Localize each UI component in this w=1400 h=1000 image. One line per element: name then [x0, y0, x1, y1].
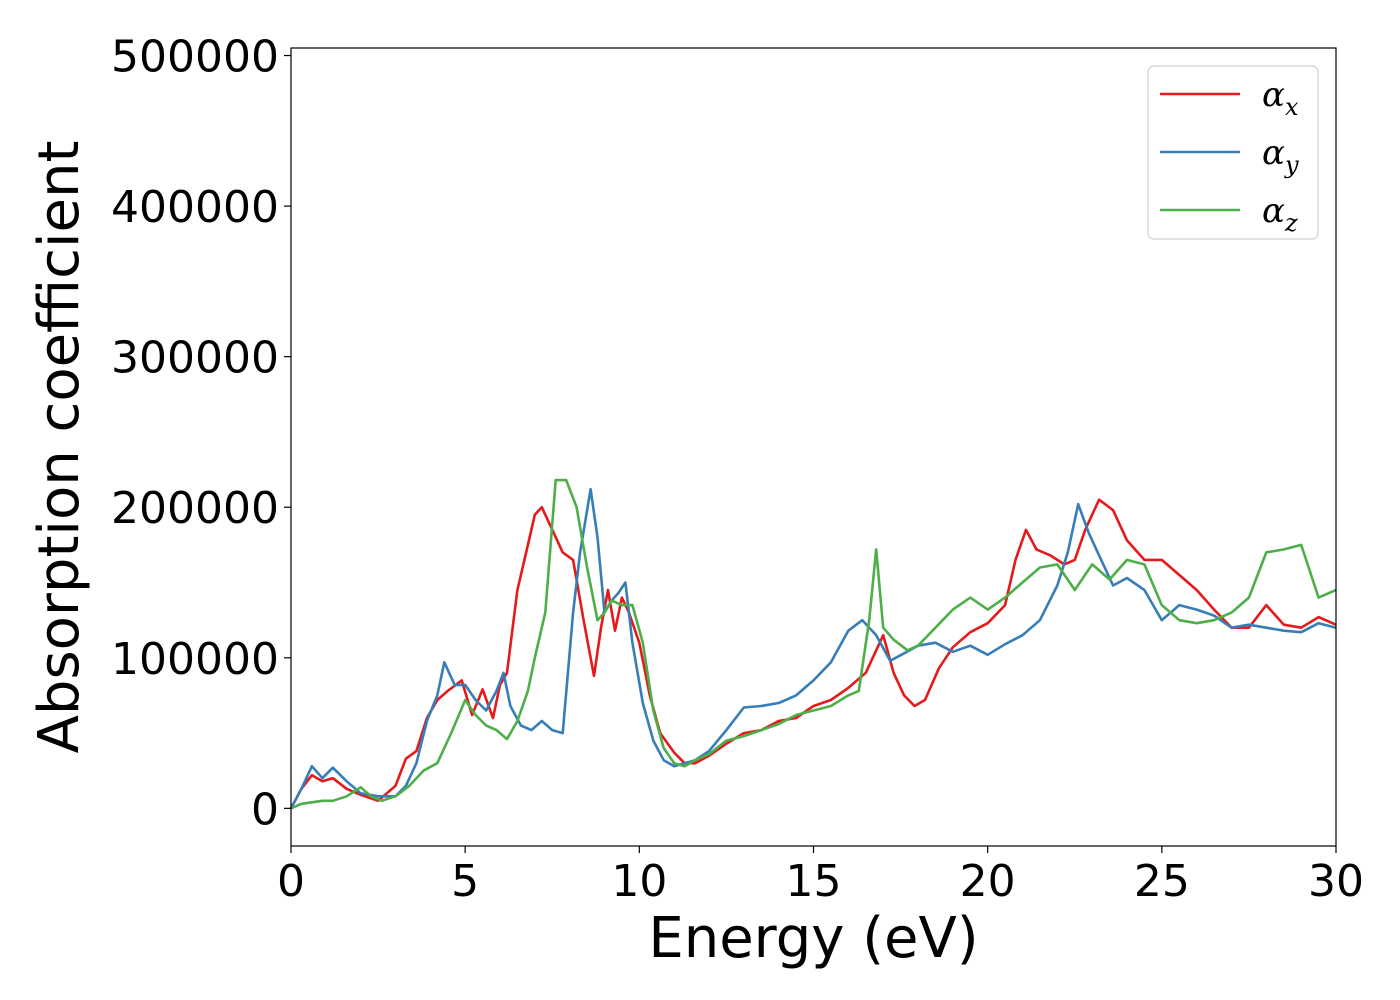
legend-label-y: αy [1262, 133, 1299, 179]
legend-label-main: α [1262, 191, 1285, 231]
x-tick-label: 30 [1308, 856, 1364, 907]
x-axis-ticks: 0 5 10 15 20 25 30 [277, 846, 1364, 907]
y-tick-label: 500000 [111, 32, 279, 83]
y-axis-ticks: 0 100000 200000 300000 400000 500000 [111, 32, 291, 835]
x-tick-label: 20 [960, 856, 1016, 907]
x-tick-label: 0 [277, 856, 305, 907]
legend-label-main: α [1262, 75, 1285, 115]
x-axis-title: Energy (eV) [648, 906, 978, 971]
y-tick-label: 0 [251, 784, 279, 835]
x-tick-label: 15 [786, 856, 842, 907]
legend-label-sub: z [1284, 209, 1298, 237]
series-line-x [289, 498, 1337, 810]
y-tick-label: 300000 [111, 333, 279, 384]
legend-label-z: αz [1262, 191, 1298, 237]
y-tick-label: 100000 [111, 634, 279, 685]
legend-label-main: α [1262, 133, 1285, 173]
x-tick-label: 10 [611, 856, 667, 907]
y-tick-label: 200000 [111, 483, 279, 534]
legend-label-x: αx [1262, 75, 1299, 121]
series-line-z [290, 478, 1337, 810]
series-lines [289, 478, 1337, 810]
x-tick-label: 25 [1134, 856, 1190, 907]
series-line-y [289, 487, 1337, 810]
legend-label-sub: y [1284, 151, 1299, 179]
legend-label-sub: x [1285, 93, 1299, 121]
y-tick-label: 400000 [111, 182, 279, 233]
x-tick-label: 5 [451, 856, 479, 907]
y-axis-title: Absorption coefficient [27, 141, 92, 754]
